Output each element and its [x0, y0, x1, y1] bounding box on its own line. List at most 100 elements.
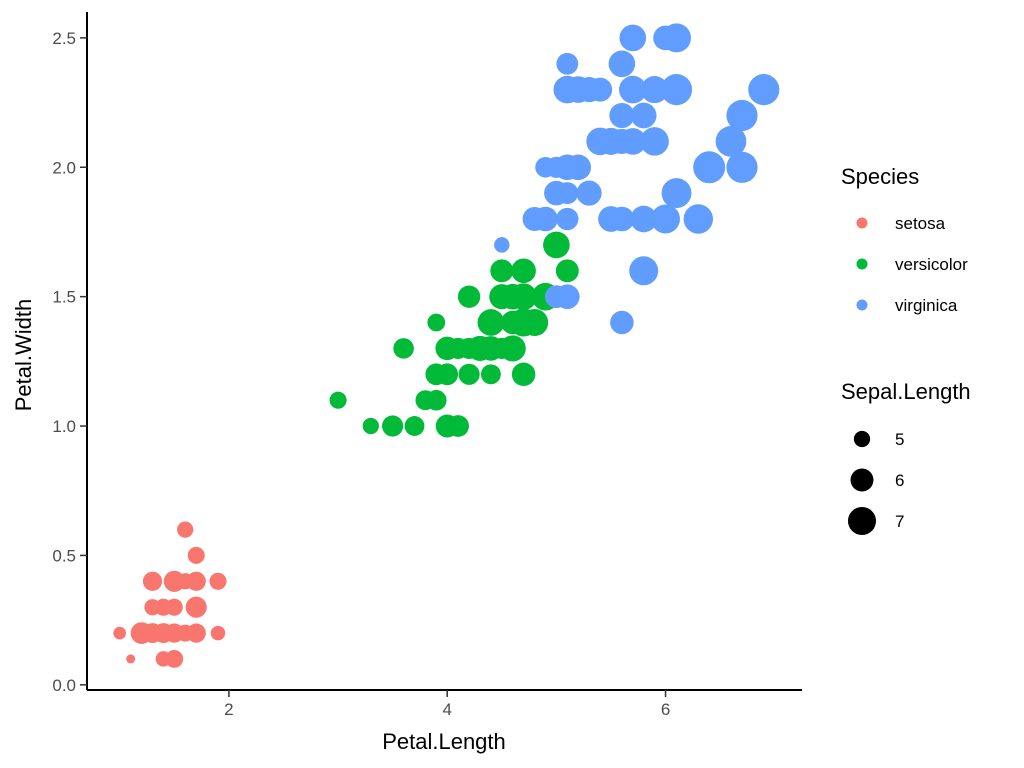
data-point-versicolor [543, 231, 570, 259]
data-point-virginica [662, 23, 691, 53]
data-point-versicolor [511, 362, 536, 387]
data-point-versicolor [490, 259, 514, 283]
data-point-setosa [209, 572, 227, 590]
size-legend-key [847, 506, 877, 536]
data-point-versicolor [477, 309, 504, 336]
data-point-virginica [608, 50, 636, 78]
x-tick-label: 4 [442, 700, 451, 719]
data-point-versicolor [511, 258, 536, 284]
data-point-versicolor [458, 363, 480, 385]
size-legend-entries: 5 6 7 [847, 430, 904, 536]
size-legend-key [850, 468, 874, 492]
data-point-versicolor [521, 308, 549, 337]
data-point-virginica [494, 237, 510, 253]
series-virginica [494, 23, 780, 335]
data-point-virginica [544, 180, 569, 206]
y-tick-label: 0.5 [52, 546, 76, 565]
data-point-virginica [640, 127, 669, 156]
data-point-virginica [586, 127, 614, 156]
x-tick-label: 6 [661, 700, 670, 719]
data-point-versicolor [393, 338, 414, 359]
data-point-setosa [185, 596, 207, 618]
data-point-virginica [556, 52, 579, 75]
data-point-versicolor [415, 390, 436, 411]
x-axis-title: Petal.Length [382, 729, 506, 754]
data-point-virginica [576, 180, 602, 206]
legend-label-virginica: virginica [895, 296, 958, 315]
size-legend-title: Sepal.Length [841, 379, 971, 404]
data-point-virginica [609, 102, 635, 129]
data-point-virginica [565, 154, 592, 181]
data-point-virginica [726, 99, 758, 132]
data-point-versicolor [467, 336, 493, 361]
series-versicolor [329, 207, 579, 438]
size-legend-label: 6 [895, 471, 904, 490]
data-point-setosa [210, 625, 226, 641]
y-tick-label: 2.0 [52, 158, 76, 177]
data-point-virginica [555, 284, 580, 310]
data-point-versicolor [499, 335, 526, 362]
data-point-versicolor [447, 415, 469, 437]
data-point-virginica [564, 76, 592, 103]
data-point-setosa [155, 651, 172, 667]
size-legend-label: 5 [895, 430, 904, 449]
data-point-setosa [126, 654, 136, 664]
data-point-virginica [693, 151, 726, 184]
size-legend-key [853, 430, 871, 448]
legend-label-versicolor: versicolor [895, 255, 968, 274]
data-point-versicolor [427, 313, 446, 332]
data-point-setosa [155, 624, 172, 642]
y-tick-label: 1.0 [52, 417, 76, 436]
y-tick-label: 2.5 [52, 29, 76, 48]
data-point-setosa [146, 601, 159, 613]
legend-label-setosa: setosa [895, 214, 946, 233]
data-point-virginica [629, 256, 659, 286]
data-point-setosa [164, 571, 184, 591]
data-point-virginica [726, 151, 758, 183]
data-point-setosa [187, 546, 205, 564]
legend: Species setosa versicolor virginica Sepal.… [841, 164, 971, 536]
x-tick-label: 2 [224, 700, 233, 719]
data-point-virginica [660, 74, 693, 106]
data-point-versicolor [492, 287, 512, 307]
data-point-setosa [156, 599, 171, 615]
data-point-virginica [683, 204, 714, 234]
data-point-virginica [715, 126, 747, 157]
data-point-setosa [147, 627, 158, 639]
size-legend-label: 7 [895, 512, 904, 531]
legend-key-versicolor [856, 258, 868, 270]
legend-key-virginica [856, 299, 868, 311]
data-point-versicolor [500, 310, 525, 335]
data-point-virginica [535, 157, 556, 178]
series-setosa [113, 521, 227, 668]
data-point-setosa [165, 598, 183, 616]
y-axis-ticks: 0.0 0.5 1.0 1.5 2.0 2.5 [52, 29, 87, 695]
data-point-setosa [142, 571, 163, 591]
data-point-virginica [610, 310, 634, 335]
data-point-virginica [748, 74, 780, 106]
data-point-versicolor [436, 363, 459, 386]
data-point-versicolor [382, 415, 404, 437]
data-point-versicolor [555, 259, 579, 283]
data-point-versicolor [404, 416, 425, 436]
data-point-versicolor [362, 417, 379, 435]
color-legend-entries: setosa versicolor virginica [856, 214, 968, 315]
data-point-virginica [619, 24, 647, 52]
data-point-virginica [598, 206, 624, 232]
data-point-virginica [651, 204, 680, 234]
y-axis-title: Petal.Width [11, 299, 36, 412]
data-point-virginica [630, 205, 658, 233]
data-point-versicolor [480, 364, 501, 385]
y-tick-label: 1.5 [52, 288, 76, 307]
data-point-virginica [523, 207, 547, 231]
data-point-virginica [630, 102, 657, 129]
data-point-virginica [661, 178, 692, 209]
data-point-virginica [588, 77, 613, 102]
legend-key-setosa [856, 217, 868, 229]
y-tick-label: 0.0 [52, 676, 76, 695]
x-axis-ticks: 2 4 6 [224, 690, 670, 719]
data-point-virginica [619, 75, 647, 104]
data-point-virginica [641, 76, 669, 104]
data-point-setosa [177, 521, 194, 538]
